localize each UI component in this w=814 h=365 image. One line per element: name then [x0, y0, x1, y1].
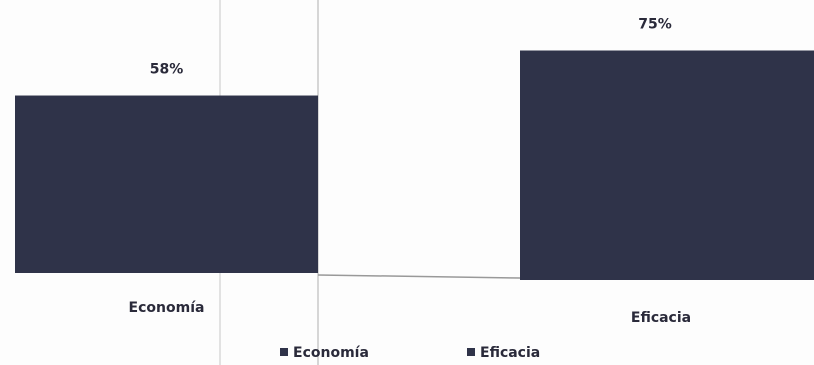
- value-label: 75%: [638, 17, 672, 33]
- legend-swatch: [467, 348, 475, 356]
- legend-label: Eficacia: [480, 345, 540, 361]
- x-tick-label: Economía: [129, 300, 205, 316]
- legend-swatch: [280, 348, 288, 356]
- value-label: 58%: [150, 62, 184, 78]
- bar: [520, 50, 814, 280]
- baseline: [317, 274, 521, 279]
- legend-label: Economía: [293, 345, 369, 361]
- x-tick-label: Eficacia: [631, 310, 691, 326]
- bar: [15, 95, 318, 274]
